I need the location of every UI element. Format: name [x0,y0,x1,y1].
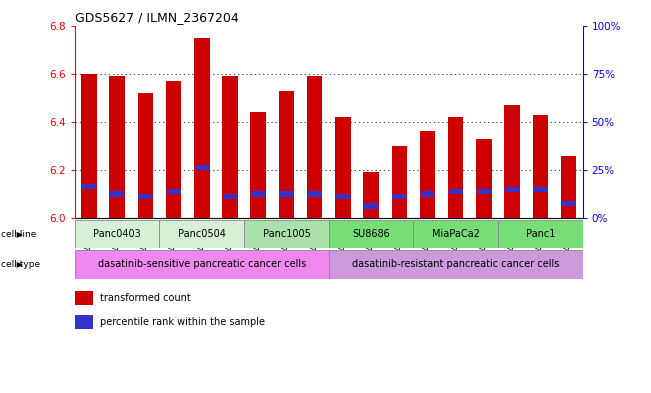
Bar [329,250,583,279]
Bar [335,117,351,218]
Bar [476,139,492,218]
Bar [139,194,152,199]
Bar [166,81,182,218]
Bar [251,112,266,218]
Text: Panc0403: Panc0403 [93,229,141,239]
Text: MiaPaCa2: MiaPaCa2 [432,229,480,239]
Bar [81,73,97,218]
Bar [109,76,125,218]
Bar [505,105,520,218]
Bar [159,220,244,248]
Bar [336,194,350,199]
Bar [82,184,96,189]
Text: percentile rank within the sample: percentile rank within the sample [100,317,265,327]
Bar [533,115,548,218]
Bar [75,291,92,305]
Bar [75,315,92,329]
Bar [393,194,406,199]
Text: dasatinib-resistant pancreatic cancer cells: dasatinib-resistant pancreatic cancer ce… [352,259,559,270]
Bar [307,76,322,218]
Bar [223,194,237,199]
Bar [279,90,294,218]
Bar [75,250,329,279]
Text: dasatinib-sensitive pancreatic cancer cells: dasatinib-sensitive pancreatic cancer ce… [98,259,306,270]
Bar [279,191,294,196]
Bar [561,156,576,218]
Text: Panc0504: Panc0504 [178,229,226,239]
Bar [533,187,547,192]
Bar [363,173,379,218]
Bar [222,76,238,218]
Bar [420,131,436,218]
Bar [195,165,209,170]
Bar [413,220,498,248]
Text: cell type: cell type [1,260,40,269]
Text: Panc1: Panc1 [525,229,555,239]
Bar [498,220,583,248]
Bar [449,189,463,194]
Text: transformed count: transformed count [100,293,191,303]
Bar [244,220,329,248]
Bar [448,117,464,218]
Bar [251,191,265,196]
Bar [477,189,491,194]
Bar [421,191,434,196]
Bar [391,146,407,218]
Bar [562,201,575,206]
Text: Panc1005: Panc1005 [262,229,311,239]
Bar [329,220,413,248]
Bar [75,220,159,248]
Bar [505,187,519,192]
Bar [137,93,153,218]
Text: SU8686: SU8686 [352,229,390,239]
Text: ▶: ▶ [14,230,23,239]
Bar [110,191,124,196]
Text: ▶: ▶ [14,260,23,269]
Text: cell line: cell line [1,230,36,239]
Text: GDS5627 / ILMN_2367204: GDS5627 / ILMN_2367204 [75,11,239,24]
Bar [167,189,180,194]
Bar [364,204,378,209]
Bar [194,38,210,218]
Bar [308,191,322,196]
